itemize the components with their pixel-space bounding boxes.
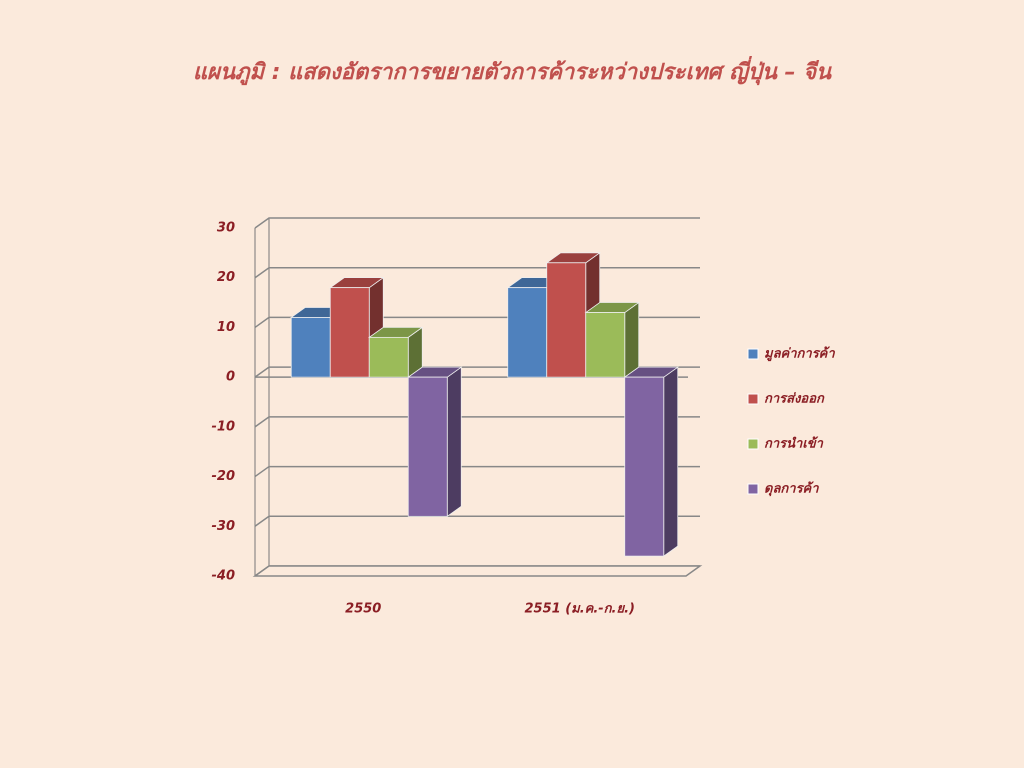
legend-swatch — [747, 393, 759, 405]
bar — [290, 317, 331, 378]
bar — [624, 376, 665, 557]
bar — [585, 312, 626, 378]
bar-side — [446, 366, 462, 518]
legend-label: การนำเข้า — [764, 436, 824, 452]
x-tick-label: 2550 — [345, 602, 381, 617]
floor — [252, 565, 703, 577]
y-tick-label: 30 — [217, 221, 235, 236]
bar-side — [663, 366, 679, 557]
legend-label: มูลค่าการค้า — [764, 346, 835, 362]
legend-swatch — [747, 483, 759, 495]
grid-line — [254, 416, 700, 428]
chart-title: แผนภูมิ : แสดงอัตราการขยายตัวการค้าระหว่… — [193, 55, 832, 86]
bar — [546, 262, 587, 378]
bar — [368, 336, 409, 378]
grid-line — [254, 465, 700, 478]
legend-swatch — [747, 348, 759, 360]
y-tick-label: -40 — [212, 569, 236, 584]
legend-swatch — [747, 438, 759, 450]
y-tick-label: -30 — [212, 519, 236, 534]
y-tick-label: 10 — [217, 320, 235, 335]
grid-line — [254, 515, 700, 527]
bar — [407, 376, 448, 517]
grid-line — [254, 217, 700, 229]
bar — [507, 287, 548, 378]
legend-label: ดุลการค้า — [764, 481, 819, 497]
y-tick-label: 20 — [217, 270, 235, 285]
y-tick-label: 0 — [226, 370, 235, 385]
y-tick-label: -10 — [212, 419, 236, 434]
legend-label: การส่งออก — [764, 392, 825, 407]
bar — [329, 287, 370, 378]
x-tick-label: 2551 (ม.ค.-ก.ย.) — [525, 602, 636, 617]
bar-side — [624, 301, 640, 378]
y-tick-label: -20 — [212, 469, 236, 484]
